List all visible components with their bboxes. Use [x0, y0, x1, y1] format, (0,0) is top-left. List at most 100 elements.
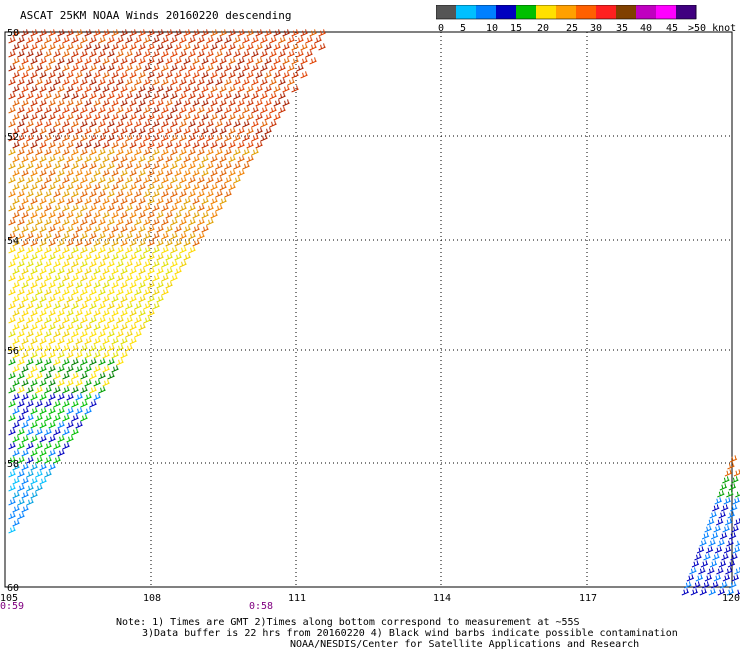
wind-barb [98, 50, 106, 58]
wind-barb [260, 92, 268, 100]
wind-barb [201, 43, 209, 51]
wind-barb [107, 64, 115, 72]
latitude-label: 60 [7, 583, 19, 594]
wind-barb [21, 197, 29, 205]
wind-barb [107, 50, 115, 58]
wind-barb [152, 260, 160, 268]
wind-barb [17, 64, 25, 72]
wind-barb [134, 288, 142, 296]
wind-barb [48, 183, 56, 191]
wind-barb [300, 29, 308, 37]
wind-barb [201, 99, 209, 107]
wind-barb [138, 113, 146, 121]
wind-barb [39, 29, 47, 37]
wind-barb [12, 169, 20, 177]
wind-barb [224, 92, 232, 100]
wind-barb [161, 78, 169, 86]
wind-barb [44, 64, 52, 72]
wind-barb [704, 574, 713, 582]
wind-barb [12, 267, 20, 275]
wind-barb [224, 134, 232, 142]
wind-barb [134, 120, 142, 128]
wind-barb [192, 85, 200, 93]
longitude-label: 108 [143, 593, 161, 604]
wind-barb [188, 176, 196, 184]
wind-barb [111, 281, 119, 289]
wind-barb [80, 64, 88, 72]
wind-barb [273, 113, 281, 121]
wind-barb [71, 218, 79, 226]
wind-barb [215, 148, 223, 156]
wind-barb [17, 330, 25, 338]
wind-barb [57, 323, 65, 331]
wind-barb [201, 183, 209, 191]
wind-barb [192, 113, 200, 121]
wind-barb [98, 148, 106, 156]
wind-barb [197, 176, 205, 184]
wind-barb [120, 85, 128, 93]
wind-barb [201, 155, 209, 163]
scale-swatch [636, 5, 657, 19]
wind-barb [17, 274, 25, 282]
wind-barb [48, 71, 56, 79]
wind-barb [8, 470, 16, 478]
wind-barb [129, 309, 137, 317]
wind-barb [71, 134, 79, 142]
wind-barb [152, 302, 160, 310]
wind-barb [80, 274, 88, 282]
wind-barb [8, 148, 16, 156]
wind-barb [8, 456, 16, 464]
wind-barb [53, 106, 61, 114]
wind-barb [170, 78, 178, 86]
wind-barb [84, 71, 92, 79]
wind-barb [57, 85, 65, 93]
wind-barb [726, 490, 734, 498]
wind-barb [30, 71, 38, 79]
wind-barb [80, 162, 88, 170]
wind-barb [143, 176, 151, 184]
wind-barb [89, 316, 97, 324]
wind-barb [156, 57, 164, 65]
wind-barb [134, 274, 142, 282]
wind-barb [12, 393, 20, 401]
wind-barb [26, 50, 34, 58]
wind-barb [125, 218, 133, 226]
wind-barb [84, 309, 92, 317]
wind-barb [233, 92, 241, 100]
wind-barb [134, 246, 142, 254]
wind-barb [57, 71, 65, 79]
wind-barb [26, 64, 34, 72]
wind-barb [723, 546, 732, 554]
wind-barb [210, 99, 218, 107]
wind-barb [53, 204, 61, 212]
wind-barb [721, 504, 729, 512]
wind-barb [282, 99, 290, 107]
wind-barb [98, 176, 106, 184]
wind-barb [21, 491, 29, 499]
wind-barb [75, 393, 83, 401]
wind-barb [48, 407, 56, 415]
wind-barb [165, 99, 173, 107]
wind-barb [129, 43, 137, 51]
wind-barb [21, 71, 29, 79]
wind-barb [251, 134, 259, 142]
wind-barb [210, 141, 218, 149]
wind-barb [21, 239, 29, 247]
wind-barb [690, 588, 699, 596]
wind-barb [138, 183, 146, 191]
wind-barb [71, 246, 79, 254]
wind-barb [179, 260, 187, 268]
wind-barb [80, 148, 88, 156]
wind-barb [700, 560, 709, 568]
wind-barb [44, 232, 52, 240]
wind-barb [134, 134, 142, 142]
wind-barb [210, 85, 218, 93]
wind-barb [48, 43, 56, 51]
wind-barb [224, 190, 232, 198]
wind-barb [39, 449, 47, 457]
wind-barb [116, 190, 124, 198]
wind-barb [12, 463, 20, 471]
wind-barb [89, 64, 97, 72]
wind-barb [89, 358, 97, 366]
wind-barb [233, 120, 241, 128]
